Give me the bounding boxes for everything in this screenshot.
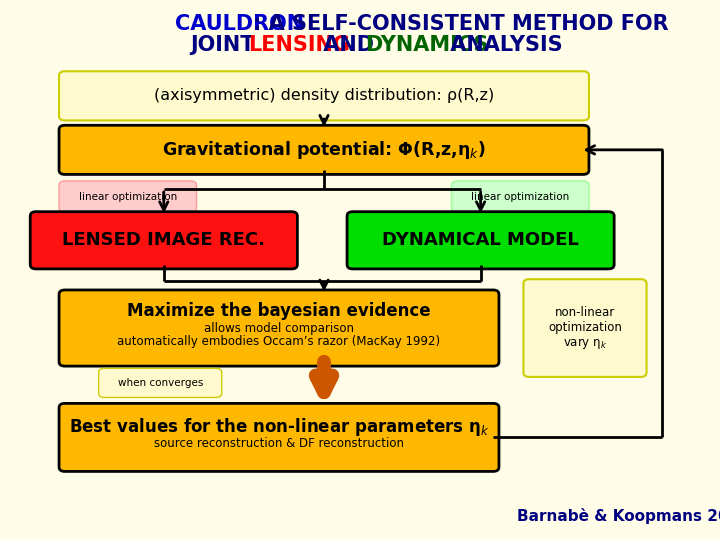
Text: JOINT: JOINT: [190, 35, 261, 55]
Text: AND: AND: [316, 35, 382, 55]
Text: linear optimization: linear optimization: [471, 192, 570, 201]
Text: DYNAMICAL MODEL: DYNAMICAL MODEL: [382, 231, 579, 249]
FancyBboxPatch shape: [523, 279, 647, 377]
Text: LENSED IMAGE REC.: LENSED IMAGE REC.: [63, 231, 265, 249]
FancyBboxPatch shape: [99, 368, 222, 397]
FancyBboxPatch shape: [30, 212, 297, 269]
FancyBboxPatch shape: [59, 181, 197, 212]
Text: (axisymmetric) density distribution: ρ(R,z): (axisymmetric) density distribution: ρ(R…: [154, 89, 494, 103]
Text: non-linear
optimization
vary η$_k$: non-linear optimization vary η$_k$: [548, 306, 622, 350]
Text: when converges: when converges: [117, 378, 203, 388]
Text: DYNAMICS: DYNAMICS: [365, 35, 488, 55]
FancyBboxPatch shape: [451, 181, 589, 212]
Text: linear optimization: linear optimization: [78, 192, 177, 201]
Text: Barnabè & Koopmans 2007: Barnabè & Koopmans 2007: [517, 508, 720, 524]
Text: CAULDRON: CAULDRON: [176, 14, 305, 33]
FancyBboxPatch shape: [59, 290, 499, 366]
FancyBboxPatch shape: [59, 71, 589, 120]
FancyBboxPatch shape: [347, 212, 614, 269]
Text: Best values for the non-linear parameters η$_k$: Best values for the non-linear parameter…: [68, 416, 490, 437]
Text: Gravitational potential: Φ(R,z,η$_k$): Gravitational potential: Φ(R,z,η$_k$): [162, 139, 486, 161]
Text: allows model comparison: allows model comparison: [204, 322, 354, 335]
Text: Maximize the bayesian evidence: Maximize the bayesian evidence: [127, 301, 431, 320]
Text: source reconstruction & DF reconstruction: source reconstruction & DF reconstructio…: [154, 437, 404, 450]
Text: : A SELF-CONSISTENT METHOD FOR: : A SELF-CONSISTENT METHOD FOR: [253, 14, 669, 33]
Text: ANALYSIS: ANALYSIS: [443, 35, 562, 55]
Text: LENSING: LENSING: [248, 35, 350, 55]
FancyBboxPatch shape: [59, 125, 589, 174]
Text: automatically embodies Occam’s razor (MacKay 1992): automatically embodies Occam’s razor (Ma…: [117, 335, 441, 348]
FancyBboxPatch shape: [59, 403, 499, 471]
